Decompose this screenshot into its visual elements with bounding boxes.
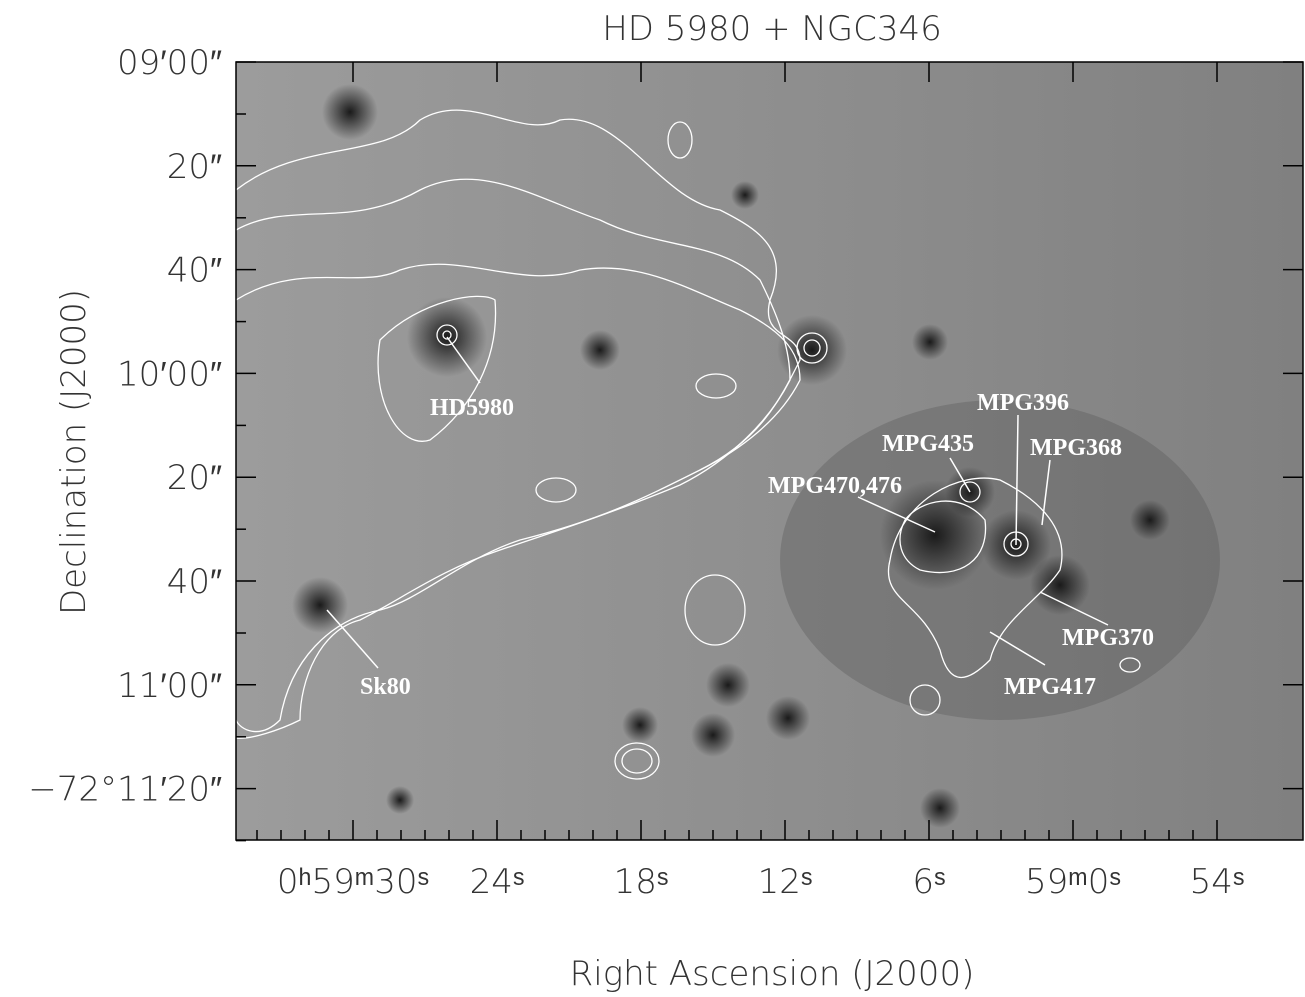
title: HD 5980 + NGC346 xyxy=(602,9,942,49)
object-label: MPG396 xyxy=(977,390,1069,416)
x-tick-label: 59ᵐ0ˢ xyxy=(1025,862,1121,902)
y-tick-label: 40″ xyxy=(167,562,222,602)
x-tick-label: 0ʰ59ᵐ30ˢ xyxy=(277,862,429,902)
y-tick-label: 10′00″ xyxy=(117,354,222,394)
y-tick-label: 20″ xyxy=(167,458,222,498)
leader-lines xyxy=(326,336,1109,669)
object-label: MPG470,476 xyxy=(768,473,902,499)
object-label: MPG417 xyxy=(1004,674,1096,700)
x-tick-label: 24ˢ xyxy=(470,862,525,902)
plot-frame xyxy=(235,61,1304,841)
y-tick-label: 09′00″ xyxy=(117,43,222,83)
contours xyxy=(236,109,1141,780)
x-axis-label: Right Ascension (J2000) xyxy=(570,954,975,994)
object-label: HD5980 xyxy=(430,395,514,421)
y-tick-label: −72°11′20″ xyxy=(28,770,222,810)
sky-image xyxy=(236,62,1303,840)
object-label: MPG368 xyxy=(1030,435,1122,461)
object-label: MPG370 xyxy=(1062,625,1154,651)
y-tick-label: 40″ xyxy=(167,251,222,291)
object-label: Sk80 xyxy=(360,674,411,700)
object-label: MPG435 xyxy=(882,431,974,457)
tick-marks xyxy=(236,61,1303,842)
y-axis-label: Declination (J2000) xyxy=(54,289,94,615)
x-tick-label: 6ˢ xyxy=(912,862,945,902)
y-tick-label: 11′00″ xyxy=(117,666,222,706)
x-tick-label: 18ˢ xyxy=(614,862,669,902)
y-tick-label: 20″ xyxy=(167,147,222,187)
x-tick-label: 54ˢ xyxy=(1190,862,1245,902)
x-tick-label: 12ˢ xyxy=(758,862,813,902)
